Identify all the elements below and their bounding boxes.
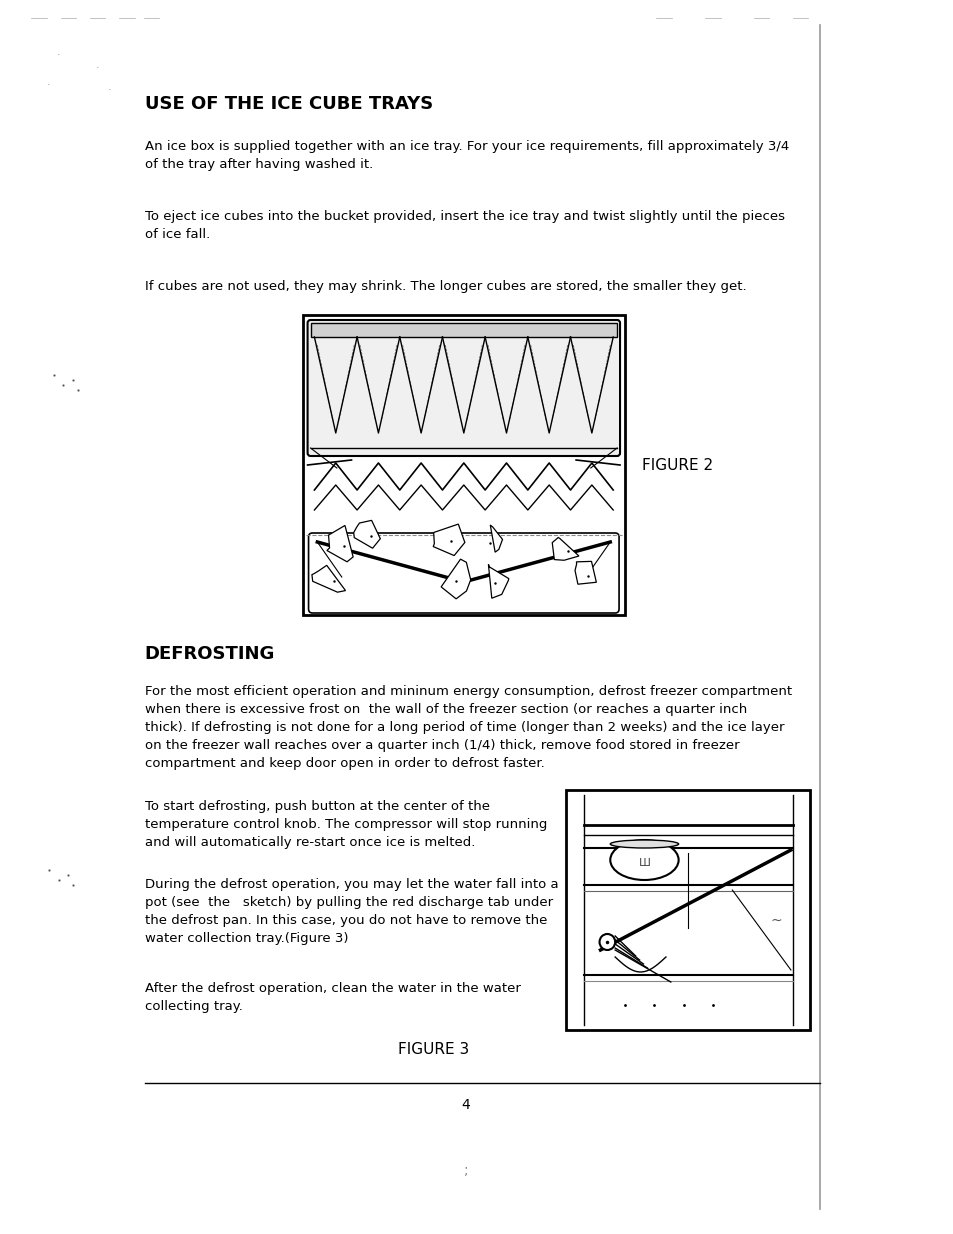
Text: Ш: Ш	[638, 858, 650, 868]
Text: ~: ~	[770, 914, 781, 928]
Polygon shape	[327, 526, 353, 561]
Ellipse shape	[610, 840, 678, 848]
Polygon shape	[354, 521, 380, 548]
Polygon shape	[552, 538, 578, 560]
Polygon shape	[440, 559, 470, 598]
Text: 4: 4	[461, 1098, 470, 1112]
Text: DEFROSTING: DEFROSTING	[144, 645, 274, 663]
FancyBboxPatch shape	[308, 533, 618, 613]
Text: An ice box is supplied together with an ice tray. For your ice requirements, fil: An ice box is supplied together with an …	[144, 139, 788, 172]
Text: To start defrosting, push button at the center of the
temperature control knob. : To start defrosting, push button at the …	[144, 800, 546, 849]
Text: ·: ·	[57, 51, 60, 60]
Polygon shape	[433, 524, 464, 555]
Ellipse shape	[610, 840, 678, 880]
Text: If cubes are not used, they may shrink. The longer cubes are stored, the smaller: If cubes are not used, they may shrink. …	[144, 280, 745, 292]
Bar	[566, 790, 810, 1030]
Polygon shape	[488, 564, 508, 598]
Text: After the defrost operation, clean the water in the water
collecting tray.: After the defrost operation, clean the w…	[144, 982, 519, 1013]
FancyBboxPatch shape	[307, 320, 619, 457]
Bar	[310, 323, 617, 337]
Text: FIGURE 3: FIGURE 3	[398, 1041, 469, 1058]
Text: For the most efficient operation and mininum energy consumption, defrost freezer: For the most efficient operation and min…	[144, 685, 791, 770]
Bar	[302, 315, 624, 615]
Text: FIGURE 2: FIGURE 2	[641, 458, 713, 473]
Text: ·: ·	[95, 63, 99, 73]
Text: During the defrost operation, you may let the water fall into a
pot (see  the   : During the defrost operation, you may le…	[144, 879, 558, 945]
Text: ·: ·	[108, 85, 112, 95]
Text: ·: ·	[47, 80, 51, 90]
Polygon shape	[312, 565, 345, 592]
Text: ;: ;	[463, 1162, 468, 1177]
Circle shape	[598, 934, 615, 950]
Polygon shape	[575, 561, 596, 584]
Text: To eject ice cubes into the bucket provided, insert the ice tray and twist sligh: To eject ice cubes into the bucket provi…	[144, 210, 783, 241]
Text: USE OF THE ICE CUBE TRAYS: USE OF THE ICE CUBE TRAYS	[144, 95, 433, 114]
Polygon shape	[490, 524, 502, 552]
